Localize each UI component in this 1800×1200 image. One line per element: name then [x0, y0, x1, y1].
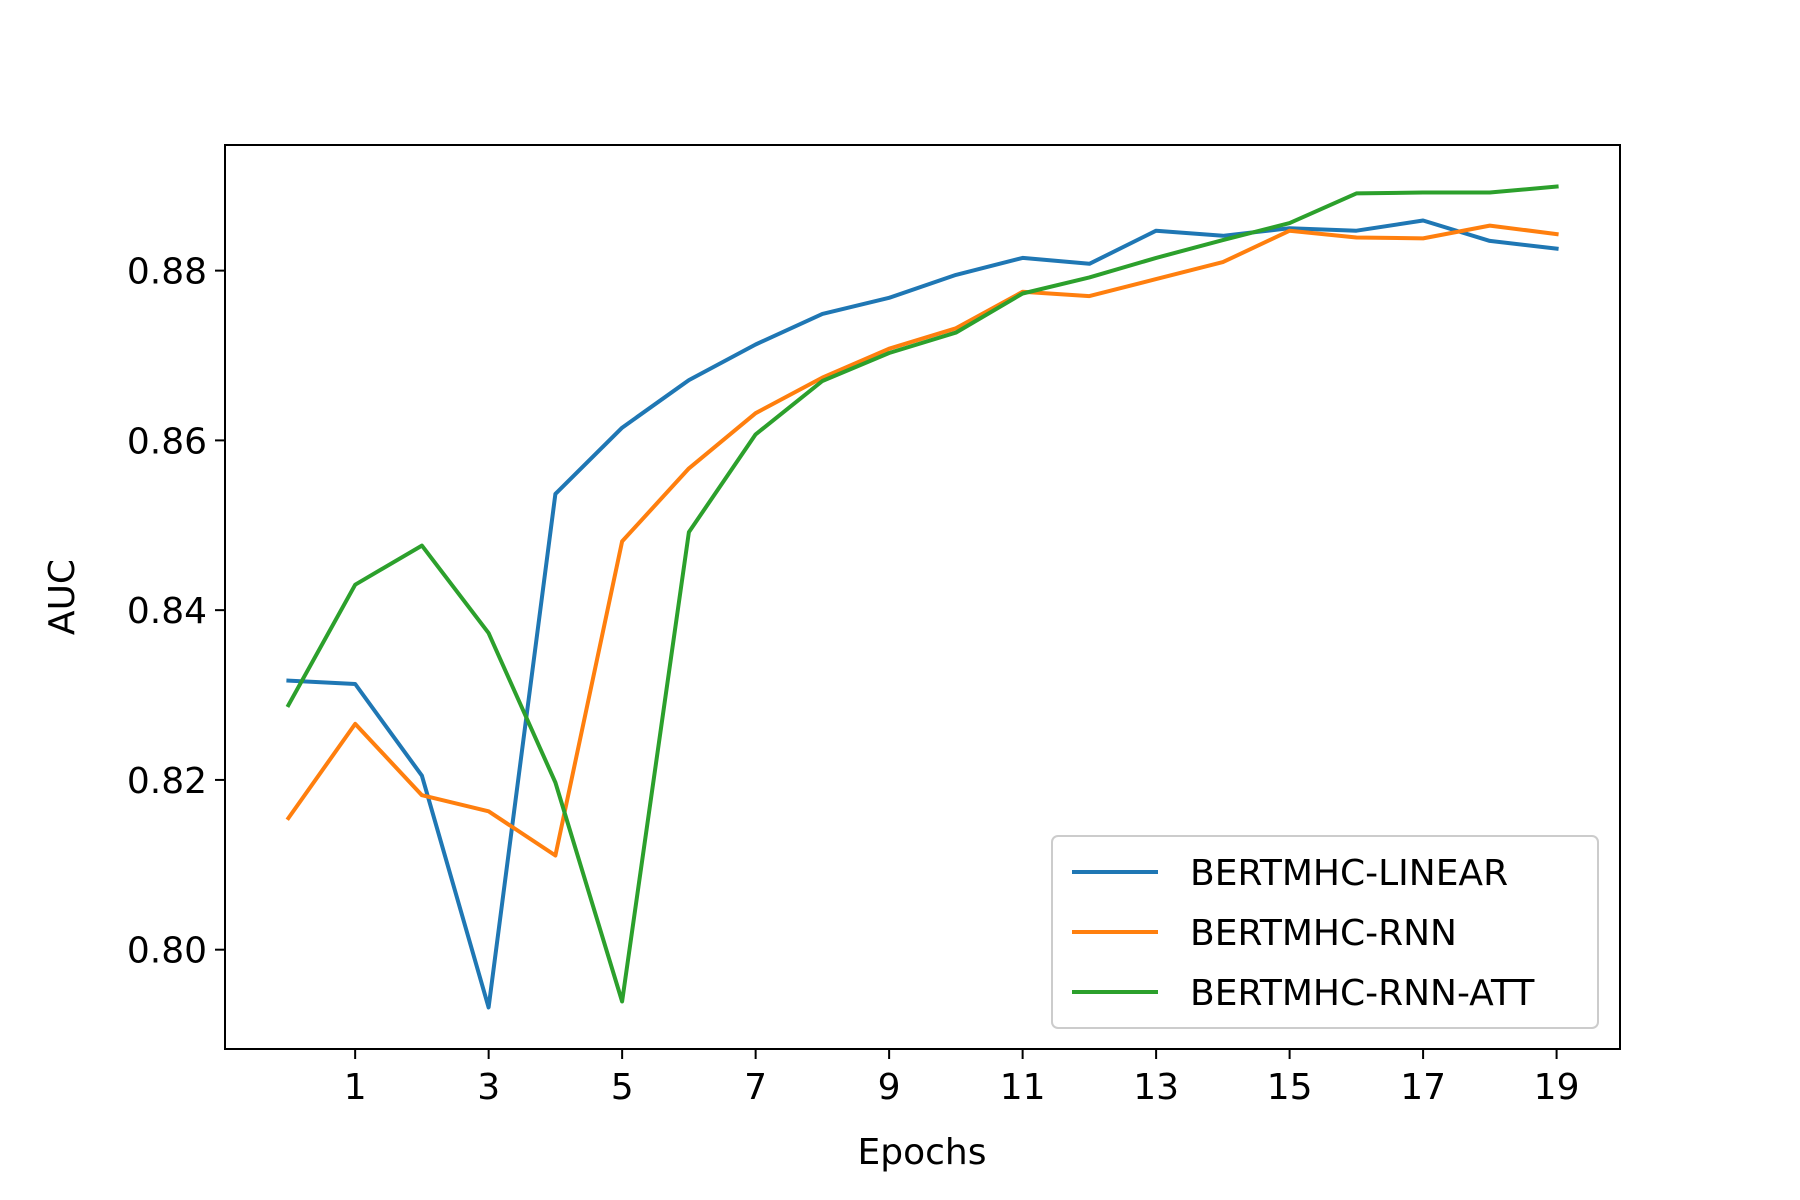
y-axis-label: AUC: [42, 559, 83, 635]
y-tick-label: 0.86: [127, 421, 207, 462]
x-tick-label: 11: [1000, 1067, 1046, 1108]
legend-label-1: BERTMHC-RNN: [1190, 913, 1457, 954]
series-line-1: [285, 223, 1559, 858]
series-layer: [285, 184, 1559, 1010]
x-tick-label: 15: [1267, 1067, 1313, 1108]
x-tick-label: 9: [878, 1067, 901, 1108]
x-tick-label: 1: [344, 1067, 367, 1108]
legend: BERTMHC-LINEAR BERTMHC-RNN BERTMHC-RNN-ATT: [1051, 835, 1599, 1029]
legend-box: [1051, 835, 1599, 1029]
x-tick-label: 19: [1534, 1067, 1580, 1108]
y-axis-ticks: 0.80 0.82 0.84 0.86 0.88: [127, 252, 225, 972]
series-line-0: [286, 218, 1559, 1010]
legend-label-2: BERTMHC-RNN-ATT: [1190, 973, 1535, 1014]
y-tick-label: 0.88: [127, 252, 207, 293]
series-line-2: [285, 184, 1559, 1004]
x-tick-label: 3: [477, 1067, 500, 1108]
y-tick-label: 0.84: [127, 591, 207, 632]
x-axis-label: Epochs: [858, 1132, 987, 1173]
x-tick-label: 5: [611, 1067, 634, 1108]
plot-frame: [224, 144, 1621, 1050]
y-tick-label: 0.82: [127, 761, 207, 802]
x-tick-label: 13: [1133, 1067, 1179, 1108]
legend-label-0: BERTMHC-LINEAR: [1190, 853, 1508, 894]
x-tick-label: 17: [1400, 1067, 1446, 1108]
x-tick-label: 7: [744, 1067, 767, 1108]
x-axis-ticks: 1 3 5 7 9 11 13 15 17 19: [344, 1049, 1580, 1108]
y-tick-label: 0.80: [127, 931, 207, 972]
